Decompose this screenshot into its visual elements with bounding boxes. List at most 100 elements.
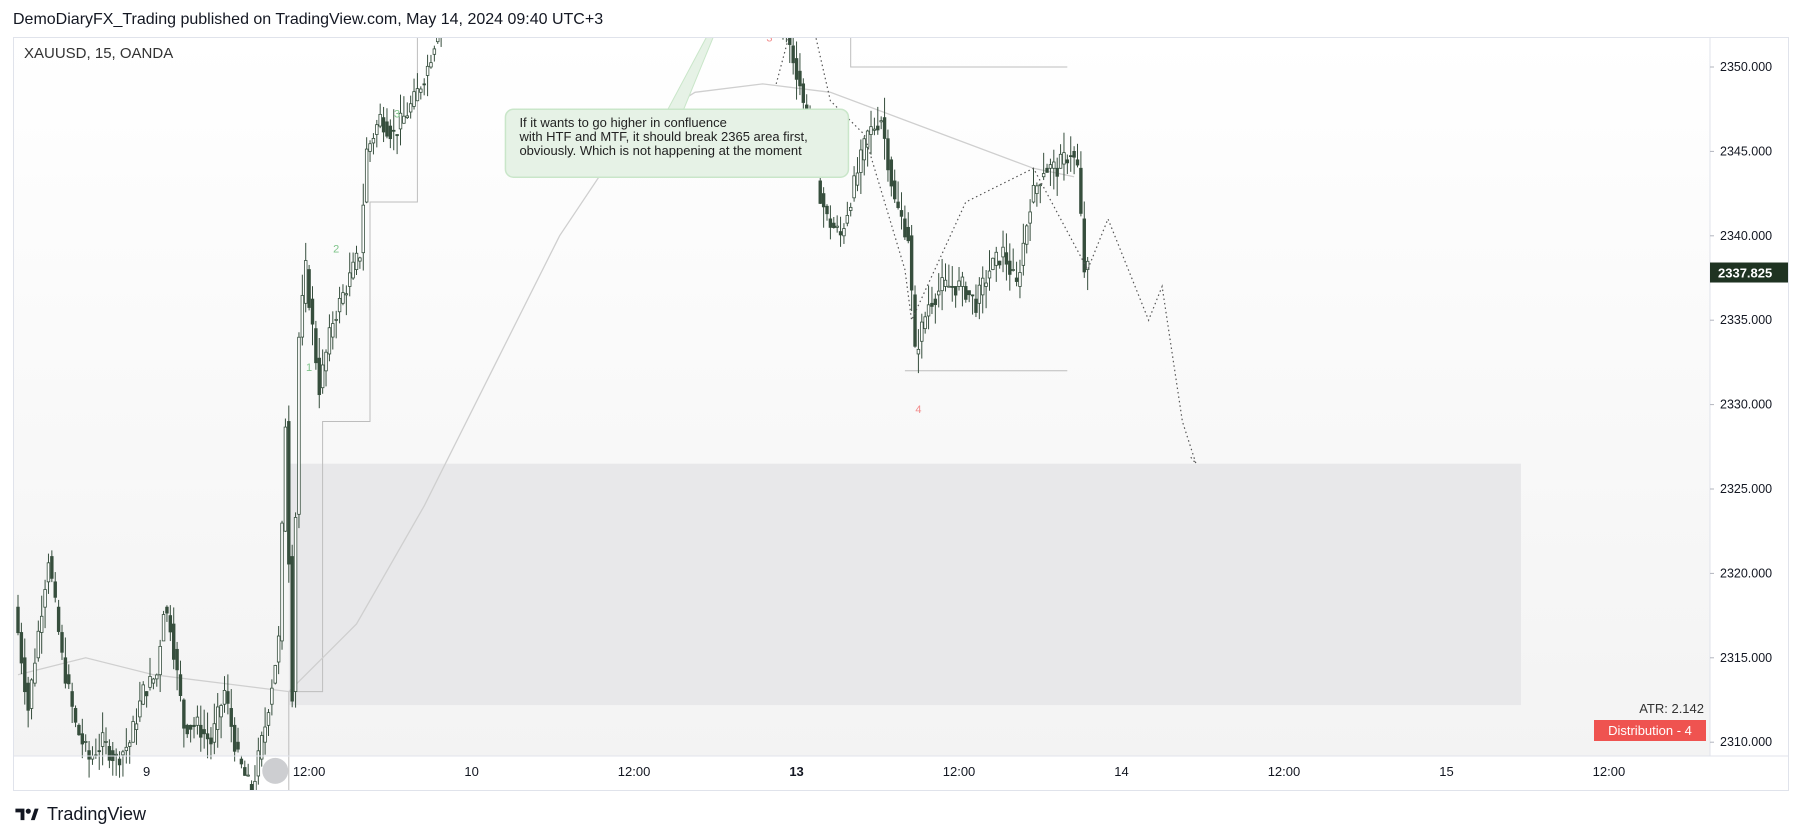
candle-body	[849, 207, 853, 211]
chart-frame[interactable]: 12345671234Bullish swing here on 15 min.…	[13, 37, 1789, 791]
candle-body	[348, 272, 352, 287]
candle-body	[80, 733, 85, 745]
candle-body	[845, 215, 850, 224]
last-price-tag	[1710, 262, 1788, 283]
candle-body	[1085, 260, 1090, 270]
candle-body	[879, 120, 883, 123]
candle-body	[818, 180, 822, 204]
candle-body	[889, 159, 894, 187]
candle-body	[832, 222, 836, 229]
candle-body	[791, 45, 795, 64]
candle-body	[300, 295, 305, 338]
time-tick-label: 12:00	[293, 764, 326, 779]
candle-body	[821, 193, 826, 208]
candle-body	[229, 708, 233, 727]
candle-body	[801, 83, 806, 103]
candle-body	[141, 684, 145, 705]
candle-body	[100, 732, 105, 747]
candle-body	[903, 218, 907, 238]
publish-header: DemoDiaryFX_Trading published on Trading…	[13, 11, 604, 28]
candle-body	[53, 581, 57, 598]
candle-body	[896, 201, 900, 208]
price-chart[interactable]: 12345671234Bullish swing here on 15 min.…	[14, 38, 1788, 790]
candle-body	[916, 348, 921, 355]
candle-body	[422, 83, 426, 86]
candle-body	[138, 700, 142, 718]
candle-body	[266, 712, 271, 726]
candle-body	[947, 285, 951, 288]
candle-body	[913, 294, 917, 347]
candle-body	[1004, 252, 1009, 265]
price-tick-label: 2330.000	[1720, 398, 1772, 412]
candle-body	[39, 615, 44, 633]
candle-body	[23, 657, 27, 693]
candle-body	[855, 172, 860, 186]
candle-body	[930, 302, 934, 307]
candle-body	[937, 290, 941, 296]
candle-body	[920, 321, 924, 342]
candle-body	[835, 225, 839, 228]
candle-body	[307, 269, 311, 308]
candle-body	[36, 630, 41, 659]
symbol-label: XAUUSD, 15, OANDA	[24, 45, 173, 62]
candle-body	[334, 318, 338, 321]
candle-body	[341, 292, 345, 304]
candles	[16, 38, 1090, 790]
candle-body	[886, 138, 890, 171]
candle-body	[429, 62, 433, 68]
candle-body	[144, 691, 149, 697]
candle-body	[977, 284, 982, 304]
candle-body	[405, 115, 409, 119]
distribution-tag-text: Distribution - 4	[1608, 723, 1692, 738]
annotation-callout: If it wants to go higher in confluencewi…	[504, 38, 850, 178]
candle-body	[331, 323, 335, 338]
candle-body	[249, 784, 254, 790]
candle-body	[1021, 242, 1026, 266]
candle-body	[967, 290, 971, 296]
demand-zone	[288, 463, 1521, 706]
structure-count-label: 3	[394, 109, 400, 121]
last-price-text: 2337.825	[1718, 266, 1772, 281]
candle-body	[226, 691, 230, 704]
candle-body	[256, 750, 261, 777]
candle-body	[1028, 211, 1032, 224]
candle-body	[168, 615, 173, 633]
candle-body	[1014, 277, 1019, 282]
candle-body	[1045, 167, 1049, 173]
candle-body	[290, 556, 294, 702]
candle-body	[317, 357, 321, 396]
candle-body	[148, 676, 152, 688]
candle-body	[375, 124, 379, 135]
candle-body	[1038, 184, 1042, 187]
candle-body	[182, 699, 186, 729]
candle-body	[216, 706, 220, 730]
candle-body	[994, 251, 998, 266]
candle-body	[358, 257, 362, 262]
candle-body	[26, 682, 30, 711]
candle-body	[354, 252, 359, 270]
footer-branding[interactable]: TradingView	[13, 804, 146, 825]
candle-body	[964, 286, 968, 300]
candle-body	[392, 129, 396, 132]
candle-body	[320, 364, 325, 389]
price-tick-label: 2320.000	[1720, 566, 1772, 580]
callout-box	[504, 108, 850, 178]
atr-readout: ATR: 2.142	[1639, 701, 1704, 716]
candle-body	[408, 103, 413, 113]
time-tick-label: 12:00	[1593, 764, 1626, 779]
candle-body	[209, 737, 213, 745]
candle-body	[970, 294, 975, 297]
candle-body	[155, 674, 159, 680]
candle-body	[398, 112, 403, 130]
structure-count-label: 2	[333, 244, 339, 256]
candle-body	[29, 679, 34, 709]
candle-body	[243, 767, 247, 776]
candle-body	[351, 261, 355, 279]
candle-body	[178, 674, 183, 697]
brand-name: TradingView	[47, 804, 147, 824]
distribution-tag-bg	[1594, 720, 1706, 741]
candle-body	[324, 351, 328, 372]
candle-body	[882, 117, 887, 139]
candle-body	[165, 606, 169, 614]
time-tick-label: 14	[1114, 764, 1128, 779]
